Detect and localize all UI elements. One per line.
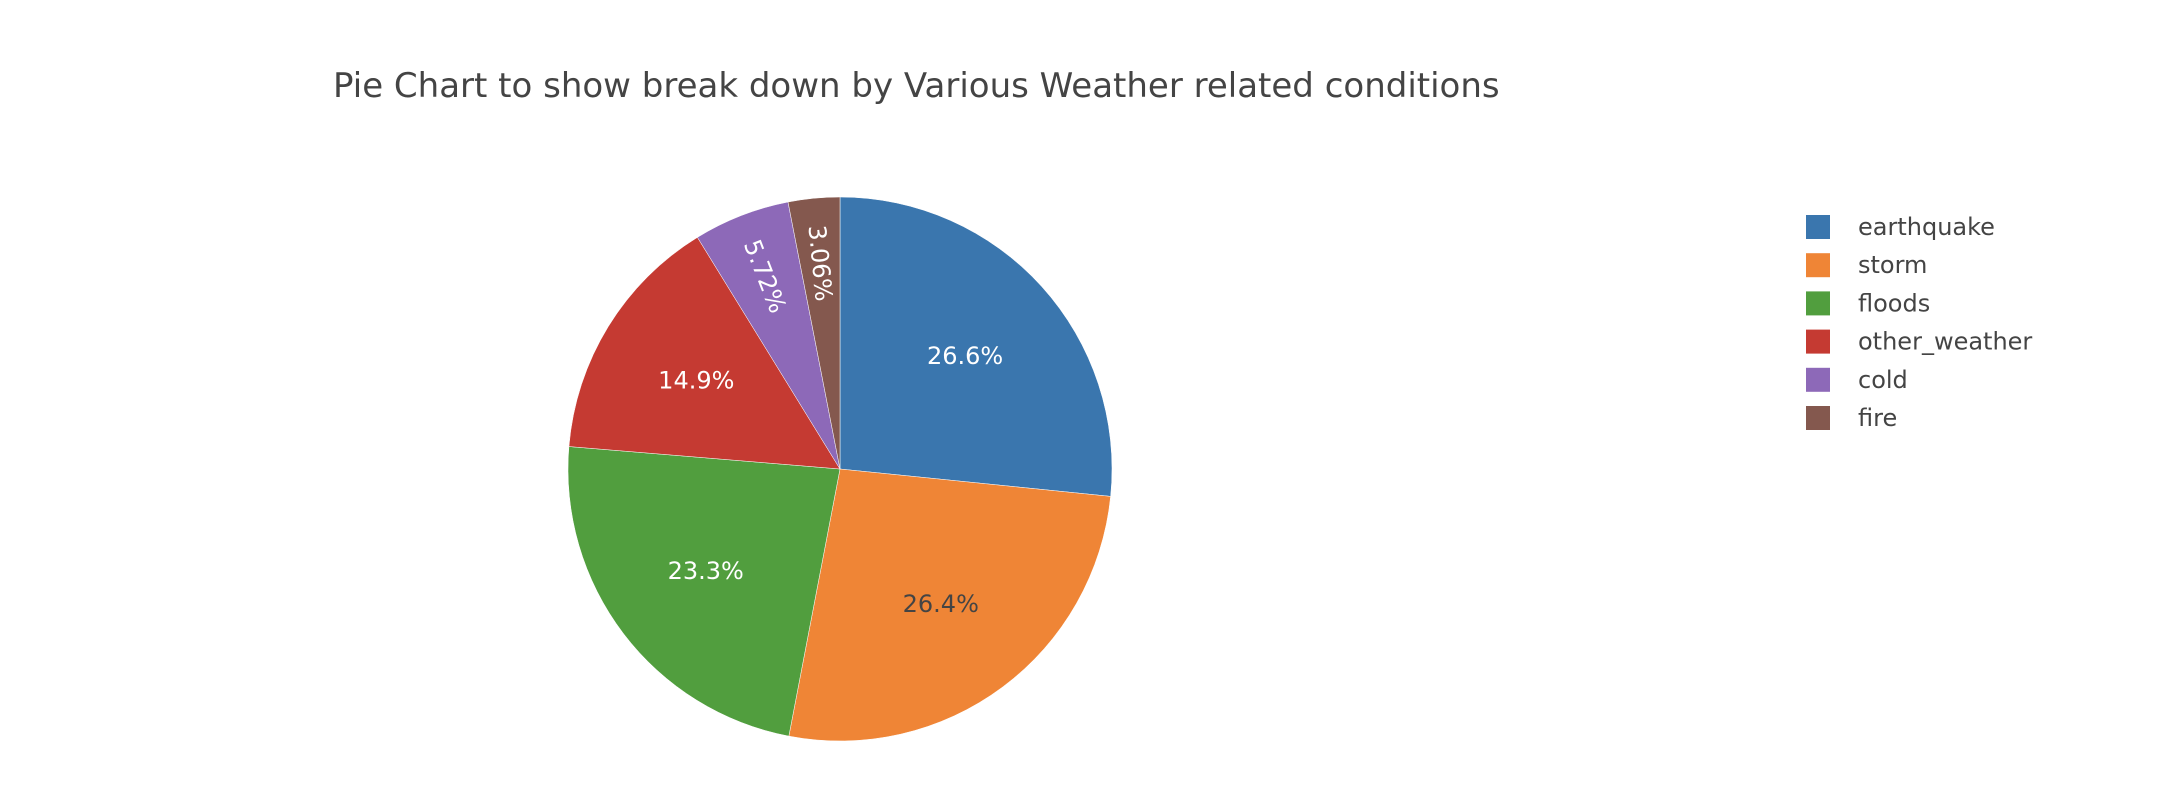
legend-label-storm: storm (1858, 251, 1927, 279)
chart-title: Pie Chart to show break down by Various … (333, 66, 1500, 106)
legend-item-floods[interactable]: floods (1806, 289, 1930, 317)
pie-slice-fire[interactable] (787, 196, 841, 470)
legend-swatch-cold (1806, 367, 1830, 392)
slice-label-other-weather: 14.9% (658, 367, 734, 395)
legend-item-storm[interactable]: storm (1806, 251, 1927, 279)
slice-label-storm: 26.4% (903, 590, 979, 618)
slice-label-floods: 23.3% (668, 557, 744, 585)
legend-item-cold[interactable]: cold (1806, 366, 1908, 394)
legend-swatch-other-weather (1806, 329, 1830, 354)
legend-label-floods: floods (1858, 289, 1930, 317)
pie-slice-floods[interactable] (567, 446, 841, 737)
legend-label-earthquake: earthquake (1858, 213, 1995, 241)
legend-label-other-weather: other_weather (1858, 328, 2032, 356)
pie-slices (567, 196, 1113, 742)
legend-item-fire[interactable]: fire (1806, 404, 1897, 432)
pie-slice-earthquake[interactable] (839, 196, 1113, 497)
legend-label-cold: cold (1858, 366, 1908, 394)
legend-swatch-earthquake (1806, 215, 1830, 239)
slice-label-earthquake: 26.6% (927, 342, 1003, 370)
legend-swatch-floods (1806, 291, 1830, 316)
legend-label-fire: fire (1858, 404, 1897, 432)
pie-slice-storm[interactable] (788, 468, 1111, 742)
legend-swatch-storm (1806, 253, 1830, 278)
legend-swatch-fire (1806, 406, 1830, 430)
legend-item-other-weather[interactable]: other_weather (1806, 328, 2032, 356)
legend-item-earthquake[interactable]: earthquake (1806, 213, 1995, 241)
pie-slice-other-weather[interactable] (568, 237, 841, 470)
